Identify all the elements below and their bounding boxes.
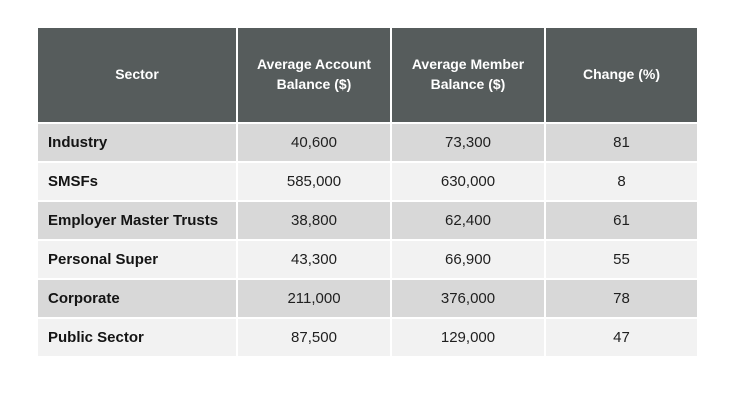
table-row-personal-super: Personal Super 43,300 66,900 55 [36,239,699,280]
sector-label: SMSFs [36,161,238,202]
avg-account-balance-value: 40,600 [236,122,392,163]
avg-account-balance-value: 43,300 [236,239,392,280]
table-body: Industry 40,600 73,300 81 SMSFs 585,000 … [36,122,699,358]
avg-member-balance-value: 62,400 [390,200,546,241]
avg-account-balance-value: 585,000 [236,161,392,202]
sector-label: Employer Master Trusts [36,200,238,241]
avg-member-balance-value: 630,000 [390,161,546,202]
avg-account-balance-value: 38,800 [236,200,392,241]
header-cell-sector: Sector [36,26,238,124]
avg-account-balance-value: 211,000 [236,278,392,319]
header-cell-avg-member-balance: Average Member Balance ($) [390,26,546,124]
header-cell-change-pct: Change (%) [544,26,699,124]
avg-account-balance-value: 87,500 [236,317,392,358]
table-row-corporate: Corporate 211,000 376,000 78 [36,278,699,319]
sector-label: Public Sector [36,317,238,358]
avg-member-balance-value: 129,000 [390,317,546,358]
header-cell-avg-account-balance: Average Account Balance ($) [236,26,392,124]
sector-label: Personal Super [36,239,238,280]
avg-member-balance-value: 376,000 [390,278,546,319]
table-header: Sector Average Account Balance ($) Avera… [36,26,699,124]
sector-label: Industry [36,122,238,163]
table-row-public-sector: Public Sector 87,500 129,000 47 [36,317,699,358]
change-pct-value: 8 [544,161,699,202]
change-pct-value: 61 [544,200,699,241]
avg-member-balance-value: 66,900 [390,239,546,280]
table-row-industry: Industry 40,600 73,300 81 [36,122,699,163]
header-row: Sector Average Account Balance ($) Avera… [36,26,699,124]
balance-table: Sector Average Account Balance ($) Avera… [36,26,699,358]
sector-label: Corporate [36,278,238,319]
table-row-smsfs: SMSFs 585,000 630,000 8 [36,161,699,202]
change-pct-value: 55 [544,239,699,280]
change-pct-value: 47 [544,317,699,358]
change-pct-value: 78 [544,278,699,319]
table-row-employer-master-trusts: Employer Master Trusts 38,800 62,400 61 [36,200,699,241]
change-pct-value: 81 [544,122,699,163]
avg-member-balance-value: 73,300 [390,122,546,163]
